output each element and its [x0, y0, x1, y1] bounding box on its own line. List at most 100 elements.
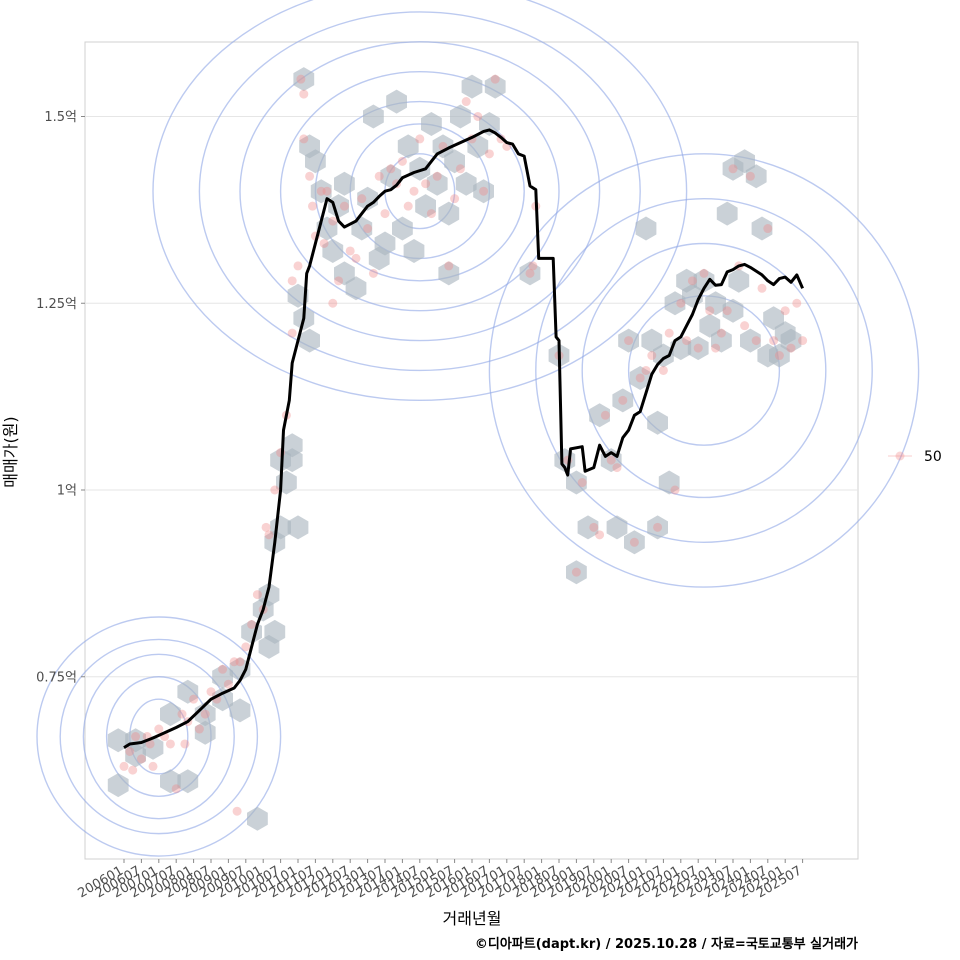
hexbin-cell	[722, 298, 744, 323]
data-point	[380, 209, 390, 219]
trend-line-layer	[123, 128, 804, 749]
hexbin-cell	[293, 67, 315, 92]
data-point	[687, 276, 697, 286]
hexbin-cell	[641, 328, 663, 353]
hexbin-cell	[107, 773, 129, 798]
legend-marker	[895, 451, 905, 461]
hexbin-cell	[658, 470, 680, 495]
data-point	[194, 724, 204, 734]
hexbin-cell	[363, 104, 384, 129]
data-point	[641, 365, 651, 375]
hexbin-cell	[380, 164, 402, 189]
data-point	[296, 74, 306, 84]
data-point	[189, 694, 199, 704]
data-point	[745, 171, 755, 181]
data-point	[629, 537, 639, 547]
data-point	[426, 209, 436, 219]
data-point	[131, 732, 141, 742]
x-axis: 2006012006072007012007072008012008072009…	[76, 859, 805, 901]
data-point	[786, 343, 796, 353]
density-contour	[198, 11, 641, 372]
hexbin-cell	[415, 194, 436, 219]
data-point	[612, 463, 622, 473]
hexbin-cell	[177, 679, 199, 704]
data-point	[270, 485, 280, 495]
hexbin-cell	[107, 728, 129, 753]
hexbin-layer	[107, 67, 802, 831]
hexbin-cell	[728, 268, 750, 293]
hexbin-cell	[305, 149, 326, 174]
data-point	[571, 567, 581, 577]
hexbin-cell	[334, 261, 355, 286]
hexbin-cell	[740, 328, 761, 353]
hexbin-cell	[566, 560, 587, 585]
hexbin-cell	[780, 328, 802, 353]
data-point	[670, 485, 680, 495]
hexbin-cell	[287, 515, 309, 540]
hexbin-cell	[444, 149, 465, 174]
data-point	[119, 761, 129, 771]
hexbin-cell	[403, 239, 425, 263]
data-point	[322, 186, 332, 196]
data-point	[647, 351, 657, 361]
data-point	[154, 724, 164, 734]
density-contour	[152, 0, 688, 401]
data-point	[409, 186, 419, 196]
data-point	[247, 619, 257, 629]
data-point	[308, 201, 317, 211]
data-point	[658, 365, 668, 375]
data-point	[577, 478, 587, 488]
data-point	[595, 530, 605, 540]
data-point	[261, 522, 271, 532]
hexbin-cell	[229, 698, 251, 723]
data-point	[165, 739, 175, 749]
x-axis-title: 거래년월	[443, 909, 502, 928]
data-point	[716, 328, 726, 338]
density-contour	[535, 197, 873, 543]
data-point	[484, 149, 494, 159]
data-point	[241, 642, 251, 652]
hexbin-cell	[397, 134, 419, 159]
data-point	[386, 164, 396, 174]
data-point	[769, 336, 779, 346]
data-point	[682, 336, 692, 346]
hexbin-cell	[374, 231, 396, 256]
data-point	[693, 343, 703, 353]
data-point	[299, 89, 309, 99]
data-point	[525, 268, 535, 278]
hexbin-cell	[687, 336, 709, 361]
y-axis: 0.75억 1억 1.25억 1.5억	[36, 110, 85, 685]
density-contour	[581, 242, 827, 499]
data-point	[705, 306, 715, 316]
hexbin-cell	[247, 806, 268, 831]
data-point	[403, 201, 413, 211]
data-point	[740, 321, 750, 331]
hexbin-cell	[693, 268, 715, 293]
data-point	[148, 761, 158, 771]
hexbin-cell	[334, 171, 355, 196]
hexbin-cell	[589, 403, 610, 428]
hexbin-cell	[357, 186, 378, 211]
data-point	[722, 306, 732, 316]
hexbin-cell	[258, 582, 280, 607]
hexbin-cell	[629, 366, 651, 390]
data-point	[653, 522, 663, 532]
data-point	[339, 201, 349, 211]
hexbin-cell	[281, 433, 303, 458]
hexbin-cell	[386, 89, 407, 114]
density-contour	[627, 295, 781, 446]
hexbin-cell	[160, 769, 181, 794]
data-point	[589, 522, 599, 532]
data-point	[528, 261, 538, 271]
data-point	[180, 739, 190, 749]
hexbin-cell	[763, 306, 784, 331]
hexbin-cell	[450, 104, 471, 129]
hexbin-cell	[699, 313, 721, 338]
source-caption: ©디아파트(dapt.kr) / 2025.10.28 / 자료=국토교통부 실…	[475, 936, 858, 952]
hexbin-cell	[566, 470, 587, 495]
data-point	[624, 336, 634, 346]
data-point	[334, 276, 344, 286]
hexbin-cell	[606, 515, 628, 540]
data-point	[711, 343, 721, 353]
